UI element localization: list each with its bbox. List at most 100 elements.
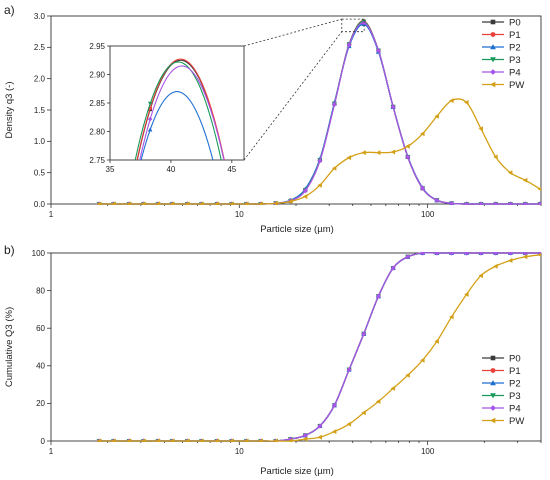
data-point-pw (96, 201, 102, 205)
data-point-pw (361, 410, 366, 416)
data-point-pw (346, 421, 352, 427)
panel-b-x-axis-label: Particle size (µm) (260, 466, 334, 477)
legend-marker-p0 (490, 19, 496, 25)
zoom-connector-top (243, 18, 342, 47)
data-point-p4 (375, 293, 381, 299)
data-point-pw (522, 177, 528, 183)
data-point-pw (478, 273, 483, 279)
data-point-p4 (449, 252, 455, 256)
series-line-p2 (99, 252, 540, 442)
zoom-region-box (341, 18, 365, 33)
x-tick-label: 100 (421, 210, 435, 219)
data-point-pw (169, 201, 175, 205)
inset-curve-p4 (139, 65, 225, 160)
data-point-pw (464, 100, 469, 105)
legend-label-p4: P4 (509, 403, 521, 414)
x-tick-label: 1 (49, 210, 54, 219)
series-p2 (97, 252, 541, 442)
y-tick-label: 0.5 (34, 168, 46, 177)
series-line-p0 (99, 252, 540, 442)
inset-y-tick-label: 2.75 (89, 156, 105, 165)
data-point-pw (199, 201, 204, 205)
legend-marker-p4 (490, 69, 496, 75)
panel-b-y-axis-label: Cumulative Q3 (%) (4, 307, 15, 387)
legend-marker-p2 (490, 380, 496, 386)
zoom-connector-bottom (243, 31, 343, 161)
series-line-p3 (99, 252, 540, 442)
legend-marker-p1 (490, 32, 496, 37)
data-point-p4 (346, 42, 352, 48)
data-point-pw (214, 201, 219, 205)
data-point-p4 (464, 201, 470, 205)
data-point-p4 (522, 201, 528, 205)
legend-label-pw: PW (509, 80, 524, 91)
data-point-pw (317, 182, 322, 188)
legend-marker-p4 (490, 405, 496, 411)
legend-label-p0: P0 (509, 353, 521, 364)
y-tick-label: 20 (36, 399, 45, 408)
series-line-p1 (99, 252, 540, 442)
data-point-pw (243, 438, 249, 442)
data-point-p4 (361, 20, 367, 26)
data-point-pw (141, 201, 146, 205)
data-point-pw (199, 438, 204, 442)
y-tick-label: 3.0 (34, 12, 46, 21)
data-point-p4 (464, 252, 470, 256)
data-point-pw (420, 131, 425, 137)
inset-x-tick-label: 40 (166, 165, 175, 174)
data-point-p4 (302, 188, 308, 194)
y-tick-label: 0 (41, 437, 46, 446)
data-point-pw (449, 98, 454, 104)
data-point-pw (317, 434, 322, 440)
y-tick-label: 40 (36, 362, 45, 371)
data-point-pw (243, 201, 249, 205)
data-point-pw (390, 149, 396, 155)
data-point-pw (258, 201, 263, 205)
data-point-pw (184, 201, 190, 205)
inset-y-tick-label: 2.80 (89, 127, 105, 136)
inset-point-p4 (147, 116, 153, 122)
data-point-p4 (317, 423, 323, 429)
panel-a-y-axis-label: Density q3 (-) (4, 81, 15, 138)
data-point-p4 (507, 201, 513, 205)
data-point-pw (184, 438, 190, 442)
data-point-pw (493, 263, 498, 269)
inset-point-p2 (147, 127, 153, 132)
data-point-p4 (493, 201, 499, 205)
data-point-pw (493, 154, 498, 160)
data-point-p4 (331, 402, 337, 408)
data-point-pw (331, 165, 337, 171)
legend-label-p3: P3 (509, 55, 521, 66)
inset-point-p3 (147, 101, 153, 106)
data-point-pw (96, 438, 102, 442)
legend-label-p1: P1 (509, 30, 521, 41)
data-point-pw (537, 252, 541, 257)
inset-y-tick-label: 2.95 (89, 42, 105, 51)
data-point-pw (507, 258, 513, 263)
inset-line-p4 (139, 65, 225, 160)
data-point-pw (405, 372, 410, 378)
data-point-p4 (331, 101, 337, 107)
y-tick-label: 0.0 (34, 200, 46, 209)
inset-curve-p2 (140, 91, 214, 160)
data-point-p4 (405, 254, 411, 260)
y-tick-label: 100 (32, 249, 46, 258)
series-p1 (96, 252, 541, 442)
legend-marker-p0 (490, 355, 496, 361)
x-tick-label: 100 (421, 447, 435, 456)
data-point-pw (375, 150, 381, 156)
data-point-pw (537, 187, 541, 191)
inset-frame (109, 45, 245, 161)
legend-marker-pw (490, 417, 496, 424)
data-point-pw (302, 436, 308, 442)
legend-label-p1: P1 (509, 366, 521, 377)
data-point-p4 (449, 200, 455, 205)
legend-marker-p3 (490, 393, 496, 399)
y-tick-label: 2.5 (34, 43, 46, 52)
data-point-pw (507, 170, 513, 176)
data-point-pw (273, 200, 278, 205)
